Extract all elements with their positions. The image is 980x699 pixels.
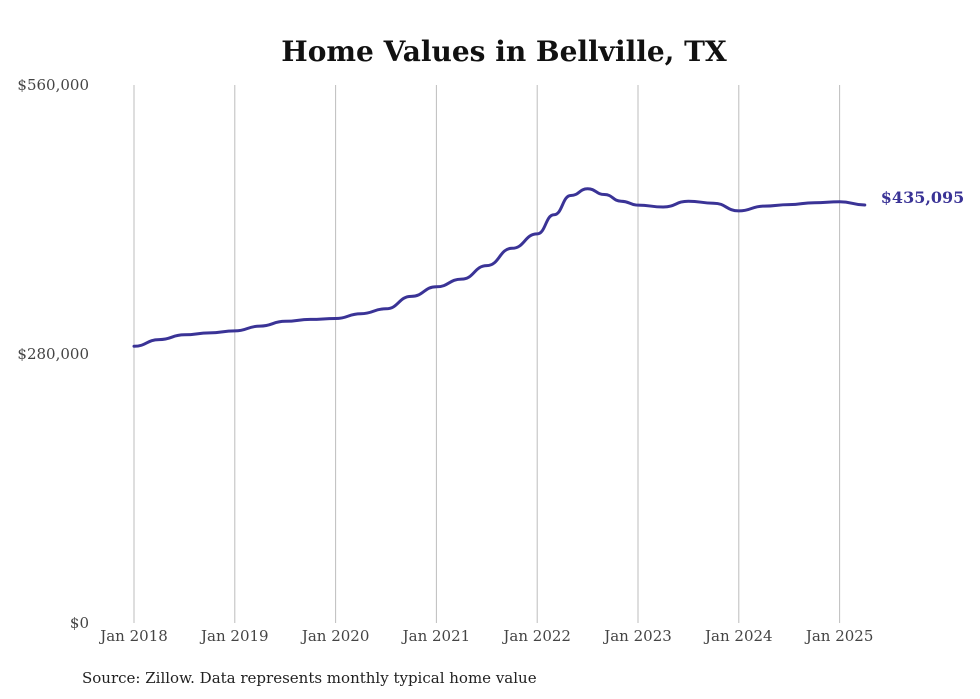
x-tick-label: Jan 2025 [804, 627, 874, 645]
x-tick-label: Jan 2020 [300, 627, 370, 645]
chart-title: Home Values in Bellville, TX [281, 35, 727, 68]
end-value-label: $435,095 [881, 188, 965, 207]
x-tick-label: Jan 2022 [501, 627, 571, 645]
y-tick-label: $560,000 [17, 76, 89, 94]
x-tick-label: Jan 2018 [98, 627, 168, 645]
gridlines [133, 85, 841, 623]
x-tick-label: Jan 2021 [401, 627, 471, 645]
series-line [132, 187, 867, 348]
x-axis-ticks: Jan 2018 Jan 2019 Jan 2020 Jan 2021 Jan 2022… [98, 627, 873, 645]
y-axis-ticks: $0 $280,000 $560,000 [17, 76, 89, 632]
source-note: Source: Zillow. Data represents monthly … [82, 669, 537, 687]
x-tick-label: Jan 2024 [703, 627, 773, 645]
x-tick-label: Jan 2023 [602, 627, 672, 645]
y-tick-label: $280,000 [17, 345, 89, 363]
x-tick-label: Jan 2019 [199, 627, 269, 645]
y-tick-label: $0 [70, 614, 89, 632]
